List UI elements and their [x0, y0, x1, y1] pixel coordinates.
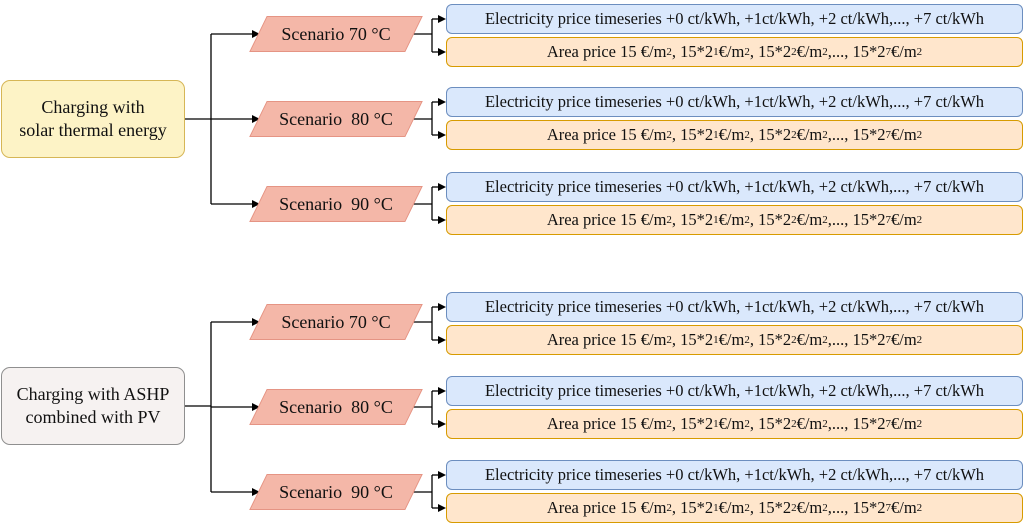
scenario-1-80: Scenario 80 °C — [249, 101, 423, 137]
electricity-price-box: Electricity price timeseries +0 ct/kWh, … — [446, 172, 1023, 202]
root-solar-thermal: Charging with solar thermal energy — [1, 80, 185, 158]
root-ashp-line1: Charging with ASHP — [16, 384, 170, 404]
scenario-label: Scenario 80 °C — [279, 108, 393, 129]
area-price-box: Area price 15 €/m 2, 15*2 1 €/m 2, 15*2 2 €/… — [446, 409, 1023, 439]
arrowhead-icon — [438, 504, 446, 512]
arrowhead-icon — [252, 403, 260, 411]
arrowhead-icon — [438, 387, 446, 395]
arrowhead-icon — [438, 336, 446, 344]
scenario-label: Scenario 80 °C — [279, 396, 393, 417]
arrowhead-icon — [438, 216, 446, 224]
root-solar-line2: solar thermal energy — [19, 120, 167, 140]
arrowhead-icon — [252, 115, 260, 123]
area-price-box: Area price 15 €/m 2, 15*2 1 €/m 2, 15*2 2 €/… — [446, 205, 1023, 235]
scenario-label: Scenario 70 °C — [281, 311, 391, 332]
arrowhead-icon — [252, 488, 260, 496]
scenario-label: Scenario 70 °C — [281, 23, 391, 44]
root-ashp-line2: combined with PV — [25, 407, 161, 427]
scenario-2-90: Scenario 90 °C — [249, 474, 423, 510]
arrowhead-icon — [438, 303, 446, 311]
electricity-price-box: Electricity price timeseries +0 ct/kWh, … — [446, 292, 1023, 322]
area-price-box: Area price 15 €/m 2, 15*2 1 €/m 2, 15*2 2 €/… — [446, 37, 1023, 67]
electricity-price-box: Electricity price timeseries +0 ct/kWh, … — [446, 460, 1023, 490]
area-price-box: Area price 15 €/m 2, 15*2 1 €/m 2, 15*2 2 €/… — [446, 325, 1023, 355]
electricity-price-box: Electricity price timeseries +0 ct/kWh, … — [446, 87, 1023, 117]
root-solar-line1: Charging with — [41, 97, 145, 117]
arrowhead-icon — [438, 471, 446, 479]
arrowhead-icon — [438, 131, 446, 139]
area-price-box: Area price 15 €/m 2, 15*2 1 €/m 2, 15*2 2 €/… — [446, 120, 1023, 150]
arrowhead-icon — [438, 15, 446, 23]
arrowhead-icon — [438, 98, 446, 106]
scenario-label: Scenario 90 °C — [279, 481, 393, 502]
scenario-2-80: Scenario 80 °C — [249, 389, 423, 425]
scenario-2-70: Scenario 70 °C — [249, 304, 423, 340]
arrowhead-icon — [438, 183, 446, 191]
arrowhead-icon — [252, 318, 260, 326]
electricity-price-box: Electricity price timeseries +0 ct/kWh, … — [446, 4, 1023, 34]
arrowhead-icon — [252, 30, 260, 38]
scenario-1-90: Scenario 90 °C — [249, 186, 423, 222]
scenario-1-70: Scenario 70 °C — [249, 16, 423, 52]
root-ashp-pv: Charging with ASHP combined with PV — [1, 367, 185, 445]
arrowhead-icon — [438, 420, 446, 428]
electricity-price-box: Electricity price timeseries +0 ct/kWh, … — [446, 376, 1023, 406]
scenario-label: Scenario 90 °C — [279, 193, 393, 214]
arrowhead-icon — [252, 200, 260, 208]
arrowhead-icon — [438, 48, 446, 56]
area-price-box: Area price 15 €/m 2, 15*2 1 €/m 2, 15*2 2 €/… — [446, 493, 1023, 523]
